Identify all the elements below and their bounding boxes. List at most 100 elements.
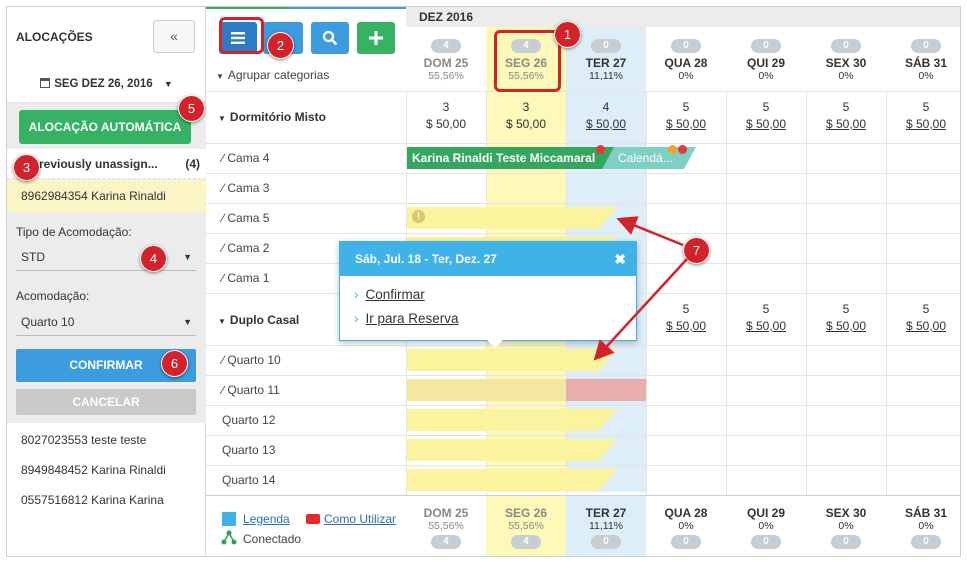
menu-icon <box>231 32 245 44</box>
suggestion-bar[interactable] <box>407 349 617 371</box>
reservation-item[interactable]: 0557516812 Karina Karina <box>21 493 164 507</box>
day-name: QUI 29 <box>746 506 785 520</box>
auto-allocation-button[interactable]: ALOCAÇÃO AUTOMÁTICA <box>19 110 191 144</box>
calendar-grid: DEZ 2016 ▼ Agrupar categorias 4 DOM 25 55,5… <box>206 7 960 556</box>
top-accent-green <box>147 7 287 9</box>
menu-button[interactable] <box>219 22 257 54</box>
price-link[interactable]: $ 50,00 <box>905 117 947 131</box>
occupancy-pill: 0 <box>751 535 781 549</box>
room-row[interactable]: Quarto 12 <box>222 413 275 427</box>
selected-reservation[interactable]: 8962984354 Karina Rinaldi <box>7 180 206 212</box>
avail-count: 4 <box>602 100 610 114</box>
room-row[interactable]: ∕ Quarto 11 <box>222 383 280 397</box>
grid-line <box>206 91 960 92</box>
day-name: SEX 30 <box>825 56 867 70</box>
room-name: Cama 2 <box>227 241 270 255</box>
grid-vline <box>726 91 727 495</box>
group-availability: 5 $ 50,00 <box>806 302 886 333</box>
grid-line <box>206 173 960 174</box>
occupancy-pill: 0 <box>831 39 861 53</box>
close-icon[interactable]: ✖ <box>614 251 626 267</box>
room-row[interactable]: ∕ Cama 3 <box>222 181 269 195</box>
link-icon: ∕ <box>222 241 225 255</box>
day-footer: QUI 29 0% 0 <box>726 506 806 549</box>
group-availability: 5 $ 50,00 <box>646 100 726 131</box>
legend-link[interactable]: Legenda <box>243 512 290 526</box>
group-availability: 5 $ 50,00 <box>886 100 960 131</box>
room-name: Quarto 13 <box>222 443 276 457</box>
day-footer: SEG 26 55,56% 4 <box>486 506 566 549</box>
day-name: SEX 30 <box>825 506 867 520</box>
suggestion-bar[interactable] <box>407 469 617 491</box>
grid-line <box>206 203 960 204</box>
search-button[interactable] <box>311 22 349 54</box>
price: $ 50,00 <box>505 117 547 131</box>
caret-down-icon: ▼ <box>183 317 192 327</box>
suggestion-bar[interactable] <box>407 439 617 461</box>
suggestion-bar[interactable] <box>407 207 617 229</box>
day-pct: 55,56% <box>508 520 544 532</box>
conflict-bar[interactable] <box>566 379 646 401</box>
group-dormitorio-misto[interactable]: ▼ Dormitório Misto <box>218 110 326 124</box>
grid-line <box>206 465 960 466</box>
date-selector[interactable]: SEG DEZ 26, 2016 ▼ <box>7 65 206 103</box>
day-pct: 11,11% <box>588 70 624 82</box>
grid-line <box>206 435 960 436</box>
link-icon: ∕ <box>222 151 225 165</box>
price-link[interactable]: $ 50,00 <box>665 319 707 333</box>
room-row[interactable]: ∕ Cama 4 <box>222 151 269 165</box>
grid-line <box>206 405 960 406</box>
acomodacao-select[interactable]: Quarto 10 ▼ <box>16 308 196 336</box>
cancel-button[interactable]: CANCELAR <box>16 389 196 415</box>
group-availability: 5 $ 50,00 <box>806 100 886 131</box>
day-header: 0 QUA 28 0% <box>646 37 726 82</box>
day-name: QUI 29 <box>746 56 785 70</box>
room-row[interactable]: ∕ Cama 2 <box>222 241 269 255</box>
group-categories-toggle[interactable]: ▼ Agrupar categorias <box>216 68 329 82</box>
popup-go-link[interactable]: › Ir para Reserva <box>354 311 459 326</box>
video-icon <box>306 514 320 524</box>
connection-status: Conectado <box>243 532 302 546</box>
price-link[interactable]: $ 50,00 <box>745 117 787 131</box>
reservation-item[interactable]: 8949848452 Karina Rinaldi <box>21 463 166 477</box>
occupancy-pill: 0 <box>591 39 621 53</box>
price-link[interactable]: $ 50,00 <box>905 319 947 333</box>
calendar-icon <box>40 78 51 88</box>
popup-confirm-link[interactable]: › Confirmar <box>354 287 425 302</box>
day-name: SEG 26 <box>504 506 548 520</box>
how-to-link[interactable]: Como Utilizar <box>324 512 397 526</box>
annotation-marker: 4 <box>140 245 167 272</box>
booking-bar[interactable]: Karina Rinaldi Teste Miccamaral <box>407 147 614 169</box>
room-row[interactable]: ∕ Quarto 10 <box>222 353 281 367</box>
link-icon: ∕ <box>222 211 225 225</box>
room-row[interactable]: Quarto 13 <box>222 443 275 457</box>
day-pct: 55,56% <box>428 70 464 82</box>
group-duplo-casal[interactable]: ▼ Duplo Casal <box>218 313 299 327</box>
room-row[interactable]: ∕ Cama 1 <box>222 271 269 285</box>
add-button[interactable] <box>357 22 395 54</box>
highlight-box <box>219 17 264 54</box>
room-name: Quarto 11 <box>227 383 280 397</box>
month-header: DEZ 2016 <box>406 7 960 27</box>
price-link[interactable]: $ 50,00 <box>825 117 867 131</box>
price-link[interactable]: $ 50,00 <box>665 117 707 131</box>
room-row[interactable]: Quarto 14 <box>222 473 275 487</box>
reservation-item[interactable]: 8027023553 teste teste <box>21 433 147 447</box>
occupancy-pill: 0 <box>751 39 781 53</box>
collapse-sidebar-button[interactable]: « <box>153 20 195 53</box>
price: $ 50,00 <box>425 117 467 131</box>
day-footer: QUA 28 0% 0 <box>646 506 726 549</box>
price-link[interactable]: $ 50,00 <box>825 319 867 333</box>
unassigned-header[interactable]: Previously unassign... (4) <box>7 149 206 179</box>
tipo-select[interactable]: STD ▼ <box>16 243 196 271</box>
room-name: Cama 1 <box>227 271 270 285</box>
suggestion-bar[interactable] <box>407 409 617 431</box>
day-pct: 55,56% <box>428 520 464 532</box>
grid-line <box>206 495 960 496</box>
price-link[interactable]: $ 50,00 <box>745 319 787 333</box>
room-row[interactable]: ∕ Cama 5 <box>222 211 269 225</box>
group-name: Duplo Casal <box>229 313 300 327</box>
price-link[interactable]: $ 50,00 <box>585 117 627 131</box>
caret-down-icon: ▼ <box>183 252 192 262</box>
day-pct: 0% <box>758 70 774 82</box>
